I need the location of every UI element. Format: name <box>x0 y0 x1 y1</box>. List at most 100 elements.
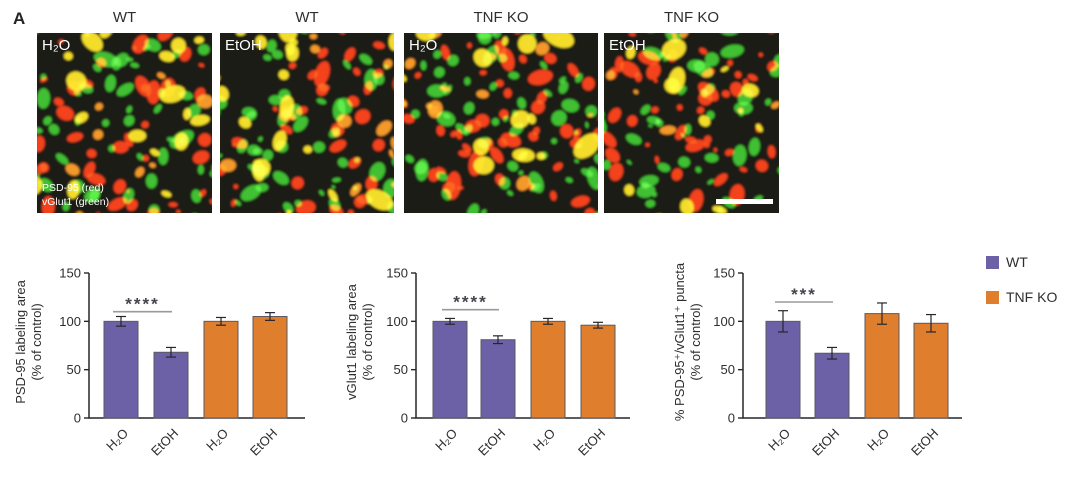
y-tick-label: 150 <box>386 266 408 281</box>
y-tick-label: 100 <box>713 314 735 329</box>
punctum <box>263 54 272 61</box>
punctum <box>132 45 137 51</box>
punctum <box>113 179 126 194</box>
punctum <box>48 123 60 135</box>
punctum <box>667 49 678 62</box>
punctum <box>404 58 416 69</box>
punctum <box>655 119 664 127</box>
punctum <box>41 196 55 213</box>
punctum <box>771 101 779 109</box>
micrograph-title-1: WT <box>112 9 137 26</box>
punctum <box>272 130 287 151</box>
legend-item-wt: WT <box>986 254 1057 270</box>
punctum <box>141 121 149 129</box>
punctum <box>262 149 274 161</box>
punctum <box>463 102 475 115</box>
punctum <box>703 142 710 148</box>
punctum <box>433 50 442 59</box>
punctum <box>344 47 356 62</box>
punctum <box>703 135 712 145</box>
punctum <box>543 89 552 97</box>
punctum <box>574 130 579 135</box>
punctum <box>220 159 237 172</box>
punctum <box>628 33 636 37</box>
punctum <box>702 68 715 78</box>
x-category-label: EtOH <box>247 426 280 459</box>
punctum <box>234 200 241 206</box>
puncta-layer <box>404 33 598 213</box>
punctum <box>383 64 389 70</box>
punctum <box>414 72 422 79</box>
punctum <box>707 179 714 185</box>
y-axis-title: % PSD-95⁺/vGlut1⁺ puncta <box>672 262 687 421</box>
punctum <box>606 70 615 80</box>
punctum <box>527 113 536 125</box>
punctum <box>654 155 660 164</box>
punctum <box>605 147 620 163</box>
punctum <box>651 106 659 114</box>
punctum <box>353 67 361 76</box>
punctum <box>280 124 293 135</box>
micrograph-wt-h2o: H₂O PSD-95 (red) vGlut1 (green) <box>37 33 212 213</box>
punctum <box>198 63 205 68</box>
punctum <box>37 173 40 179</box>
punctum <box>107 197 128 211</box>
significance-stars: *** <box>791 285 817 304</box>
punctum <box>713 173 728 186</box>
punctum <box>582 77 595 91</box>
punctum <box>574 159 580 164</box>
micrograph-image <box>604 33 779 213</box>
punctum <box>159 51 175 62</box>
punctum <box>540 61 548 70</box>
punctum <box>237 139 248 153</box>
punctum <box>158 147 169 165</box>
punctum <box>112 141 129 154</box>
punctum <box>516 175 531 191</box>
legend-label-tnfko: TNF KO <box>1006 289 1058 305</box>
punctum <box>128 129 147 142</box>
punctum <box>479 70 487 76</box>
legend-label-wt: WT <box>1006 254 1028 270</box>
punctum <box>313 141 326 153</box>
punctum <box>314 61 330 87</box>
punctum <box>343 60 351 70</box>
punctum <box>450 130 458 138</box>
punctum <box>734 71 742 79</box>
legend-item-tnfko: TNF KO <box>986 289 1057 305</box>
punctum <box>352 185 358 191</box>
x-category-label: EtOH <box>908 426 941 459</box>
punctum <box>748 137 761 156</box>
punctum <box>220 153 223 159</box>
punctum <box>704 153 719 163</box>
punctum <box>528 131 539 142</box>
punctum <box>659 125 677 135</box>
punctum <box>510 110 530 129</box>
punctum <box>496 79 504 87</box>
punctum <box>727 59 733 67</box>
punctum <box>767 145 776 159</box>
x-category-label: H₂O <box>530 426 558 454</box>
bar-1 <box>480 339 516 419</box>
punctum <box>700 88 708 98</box>
punctum <box>717 205 724 213</box>
punctum <box>480 209 487 213</box>
x-category-label: EtOH <box>575 426 608 459</box>
punctum <box>99 33 115 39</box>
punctum <box>114 53 129 67</box>
punctum <box>159 85 186 103</box>
punctum <box>697 106 705 114</box>
chart-0: 0 50 100 150 PSD-95 labeling area (% of contr… <box>13 266 305 459</box>
y-tick-label: 100 <box>386 314 408 329</box>
stain-legend: PSD-95 (red) vGlut1 (green) <box>42 182 109 210</box>
punctum <box>37 88 51 109</box>
punctum <box>124 133 134 147</box>
punctum <box>303 145 313 154</box>
punctum <box>53 97 64 107</box>
punctum <box>498 137 508 148</box>
micrograph-image <box>37 33 212 213</box>
punctum <box>310 44 321 54</box>
bar-2 <box>864 313 900 419</box>
punctum <box>329 204 344 213</box>
micrograph-title-4: TNF KO <box>664 9 719 26</box>
punctum <box>194 87 206 102</box>
